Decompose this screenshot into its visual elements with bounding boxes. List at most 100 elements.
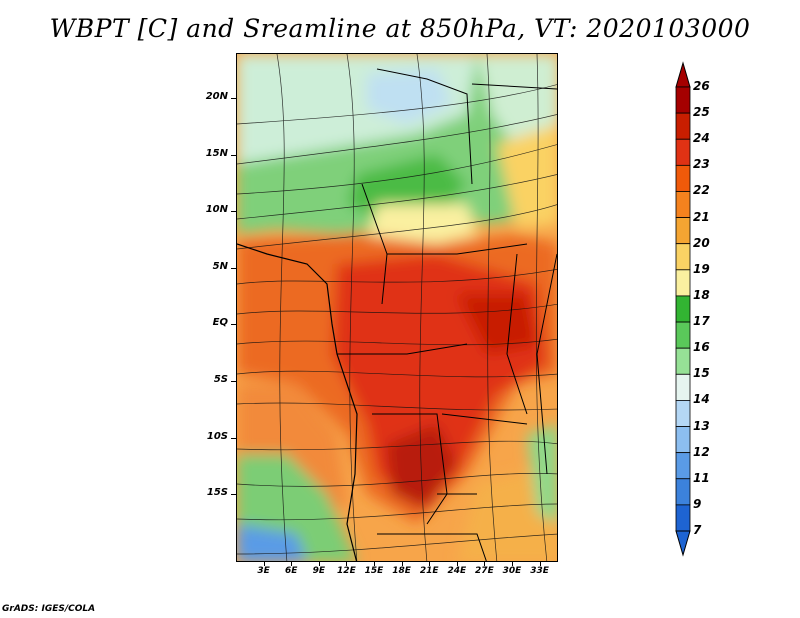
colorbar-level-label: 11: [693, 470, 710, 485]
colorbar-level-label: 21: [693, 209, 710, 224]
colorbar-bin: [675, 112, 691, 140]
lon-tick-mark: [484, 562, 486, 566]
lon-tick-mark: [263, 562, 265, 566]
lon-tick-label: 27E: [475, 566, 494, 576]
yellow-transition: [367, 204, 477, 249]
lon-tick-label: 15E: [364, 566, 384, 576]
colorbar-bin: [675, 217, 691, 245]
country-borders: [237, 68, 557, 561]
streamline: [237, 370, 557, 378]
lon-tick-label: 33E: [530, 566, 549, 576]
lon-tick-label: 18E: [392, 566, 411, 576]
colorbar-level-label: 12: [693, 444, 710, 459]
north-blue-patch: [367, 69, 452, 124]
lon-tick-label: 24E: [447, 566, 467, 576]
colorbar-level-label: 22: [693, 183, 710, 198]
border: [376, 68, 473, 185]
colorbar-level-label: 13: [693, 418, 710, 433]
lon-tick-mark: [318, 562, 320, 566]
colorbar-bin: [675, 504, 691, 532]
lat-tick-label: 5S: [213, 374, 228, 386]
lon-tick-mark: [429, 562, 431, 566]
colorbar-bin: [675, 321, 691, 349]
border: [377, 533, 487, 561]
colorbar-bin: [675, 191, 691, 218]
lat-tick-mark: [231, 154, 236, 156]
streamline: [237, 174, 557, 220]
lon-tick-mark: [374, 562, 375, 566]
map-title: WBPT [C] and Sreamline at 850hPa, VT: 20…: [49, 14, 751, 43]
colorbar-level-label: 25: [693, 105, 710, 120]
colorbar-level-label: 9: [693, 496, 702, 511]
streamline: [237, 144, 557, 195]
lon-tick-mark: [512, 562, 513, 566]
southwest-blue: [237, 524, 307, 561]
southeast-green: [527, 424, 557, 524]
streamline: [416, 54, 428, 561]
colorbar-top-arrow: [675, 61, 691, 88]
lon-tick-label: 9E: [312, 566, 325, 576]
colorbar-bin: [675, 138, 691, 166]
colorbar-bin: [675, 164, 691, 192]
lon-tick-mark: [291, 562, 293, 566]
colorbar-bin: [675, 478, 691, 506]
border: [536, 253, 557, 475]
colorbar-level-label: 26: [693, 79, 710, 93]
lat-tick-label: 5N: [212, 260, 228, 272]
streamline: [237, 84, 557, 125]
colorbar-bin: [675, 86, 691, 114]
streamline: [237, 402, 557, 411]
colorbar-bin: [675, 295, 691, 323]
lat-tick-label: 10N: [205, 204, 228, 216]
lat-tick-label: 10S: [206, 430, 228, 442]
streamline: [237, 503, 557, 521]
lat-tick-mark: [231, 437, 236, 439]
lat-tick-label: 20N: [205, 91, 228, 103]
colorbar-bin: [675, 243, 691, 271]
colorbar-level-label: 15: [693, 366, 710, 381]
streamline: [237, 114, 557, 165]
lon-tick-label: 12E: [337, 566, 356, 576]
lon-tick-label: 6E: [284, 566, 298, 576]
wbpt-shading: [237, 54, 557, 561]
colorbar-level-label: 7: [693, 523, 702, 537]
colorbar-bottom-arrow: [675, 530, 691, 557]
colorbar-level-label: 16: [693, 340, 710, 355]
lon-tick-mark: [401, 562, 403, 566]
grads-credit: GrADS: IGES/COLA: [2, 604, 96, 614]
coastline: [237, 243, 358, 561]
southeast-light-orange: [457, 464, 557, 561]
lat-tick-mark: [231, 381, 236, 383]
lat-tick-label: EQ: [212, 317, 228, 329]
streamline: [237, 533, 557, 555]
northeast-yellow: [497, 124, 557, 229]
lat-tick-mark: [231, 211, 236, 213]
colorbar-level-label: 14: [693, 392, 710, 407]
border: [337, 343, 468, 355]
streamline: [535, 54, 548, 561]
colorbar-level-label: 20: [693, 235, 710, 250]
streamline: [237, 440, 557, 451]
streamline: [237, 204, 557, 250]
streamline: [237, 472, 557, 487]
lat-tick-label: 15S: [206, 487, 228, 499]
hot-spot-south: [387, 424, 457, 509]
colorbar-level-label: 24: [693, 131, 710, 146]
colorbar-bin: [675, 400, 691, 427]
streamlines: [237, 54, 557, 561]
border: [471, 83, 557, 90]
colorbar-level-label: 18: [693, 287, 710, 302]
border: [387, 243, 528, 255]
streamline: [346, 54, 358, 561]
colorbar-bin: [675, 347, 691, 375]
colorbar-bin: [675, 373, 691, 401]
lat-tick-mark: [231, 98, 236, 100]
border: [441, 413, 528, 425]
streamline: [486, 54, 498, 561]
colorbar-level-label: 19: [693, 261, 710, 276]
colorbar-bin: [675, 452, 691, 480]
wbpt-streamline-map: [237, 54, 557, 561]
border: [372, 413, 448, 525]
lon-tick-label: 3E: [257, 566, 270, 576]
colorbar-level-label: 23: [693, 157, 710, 172]
